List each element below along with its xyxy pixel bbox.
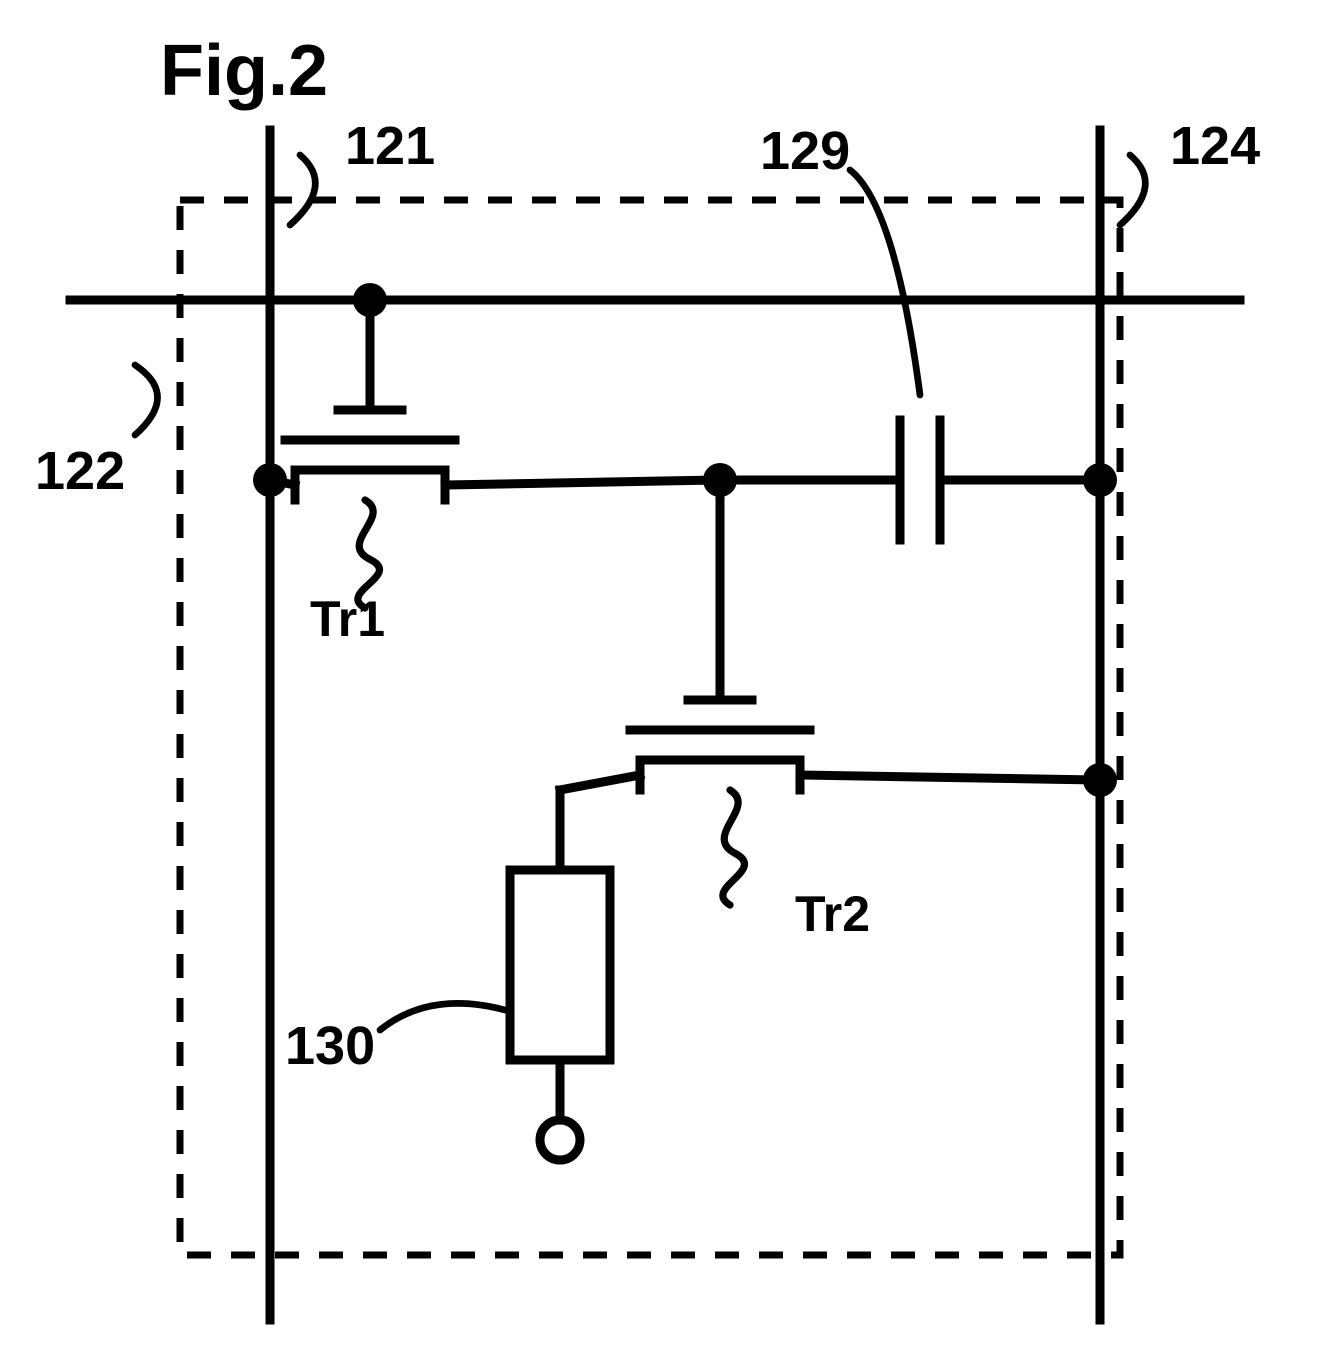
label-121: 121 xyxy=(345,115,435,177)
circuit-svg xyxy=(0,0,1319,1356)
label-129: 129 xyxy=(760,120,850,182)
figure-canvas: Fig.2 121 124 129 122 130 Tr1 Tr2 xyxy=(0,0,1319,1356)
label-130: 130 xyxy=(285,1015,375,1077)
label-tr2: Tr2 xyxy=(795,885,870,943)
label-122: 122 xyxy=(35,440,125,502)
label-124: 124 xyxy=(1170,115,1260,177)
figure-title: Fig.2 xyxy=(160,30,328,112)
label-tr1: Tr1 xyxy=(310,590,385,648)
